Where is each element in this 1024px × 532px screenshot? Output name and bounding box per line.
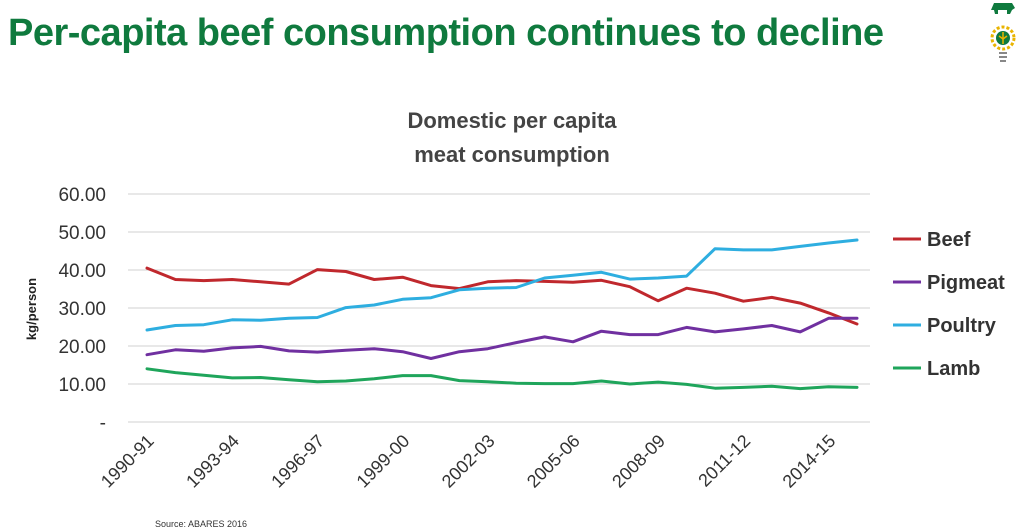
x-tick-label: 1996-97 xyxy=(267,431,328,492)
x-tick-label: 1999-00 xyxy=(353,431,414,492)
legend-label-poultry: Poultry xyxy=(927,315,997,337)
chart-title-line2: meat consumption xyxy=(414,142,610,167)
x-tick-label: 2014-15 xyxy=(779,431,840,492)
legend-label-beef: Beef xyxy=(927,229,971,251)
series-line-beef xyxy=(145,266,859,326)
source-note: Source: ABARES 2016 xyxy=(155,519,248,529)
series-line-pigmeat xyxy=(145,316,859,360)
x-tick-label: 2011-12 xyxy=(694,431,754,491)
y-tick-label: 10.00 xyxy=(58,375,106,396)
y-tick-label: 30.00 xyxy=(58,299,106,320)
legend-label-lamb: Lamb xyxy=(927,358,980,380)
cattle-and-wheat-gear-logo-icon xyxy=(990,3,1016,62)
x-tick-label: 1993-94 xyxy=(182,431,243,492)
x-tick-label: 2008-09 xyxy=(608,431,669,492)
legend-label-pigmeat: Pigmeat xyxy=(927,272,1005,294)
y-axis-label: kg/person xyxy=(24,278,39,340)
chart-title-line1: Domestic per capita xyxy=(407,108,617,133)
y-tick-label: 50.00 xyxy=(58,223,106,244)
y-tick-label: - xyxy=(100,413,106,434)
x-tick-label: 2002-03 xyxy=(438,431,499,492)
series-line-poultry xyxy=(145,238,859,332)
series-line-lamb xyxy=(145,367,859,391)
y-tick-label: 20.00 xyxy=(58,337,106,358)
page-title: Per-capita beef consumption continues to… xyxy=(8,12,884,54)
y-tick-label: 40.00 xyxy=(58,261,106,282)
x-tick-label: 1990-91 xyxy=(97,431,158,492)
y-tick-label: 60.00 xyxy=(58,185,106,206)
x-tick-label: 2005-06 xyxy=(523,431,584,492)
